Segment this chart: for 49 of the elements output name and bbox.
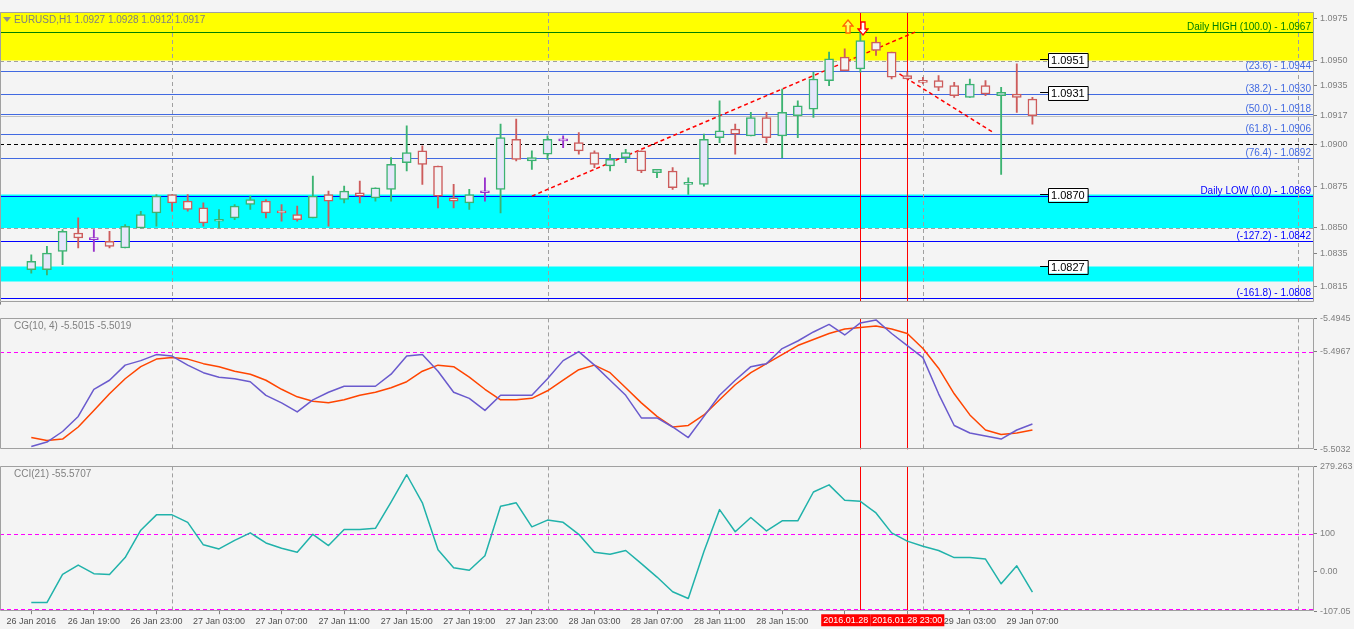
y-tick-label: 1.0850 <box>1320 222 1348 233</box>
x-tick-label: 27 Jan 15:00 <box>380 616 433 627</box>
chart-title: CCI(21) -55.5707 <box>14 468 92 480</box>
x-tick-label: 27 Jan 07:00 <box>255 616 308 627</box>
x-tick-label: 27 Jan 11:00 <box>318 616 370 627</box>
y-tick-label: 1.0935 <box>1320 80 1348 91</box>
x-tick-label: 28 Jan 15:00 <box>756 616 809 627</box>
annotation: 1.0931 <box>1051 86 1085 99</box>
annotation: (38.2) - 1.0930 <box>1245 83 1312 95</box>
ref-line-label: Daily LOW (0.0) - 1.0869 <box>1200 185 1312 197</box>
chart-title: CG(10, 4) -5.5015 -5.5019 <box>14 320 132 332</box>
annotation: (50.0) - 1.0918 <box>1245 103 1312 115</box>
y-tick-label: 1.0975 <box>1320 13 1348 24</box>
x-tick-label: 27 Jan 19:00 <box>443 616 496 627</box>
y-tick-label: 1.0917 <box>1320 110 1348 121</box>
y-tick-label: 1.0875 <box>1320 180 1348 191</box>
annotation: (-161.8) - 1.0808 <box>1236 287 1312 299</box>
y-tick-label: -5.4945 <box>1320 312 1351 323</box>
y-tick-label: 1.0950 <box>1320 55 1348 66</box>
y-tick-label: -5.5032 <box>1320 444 1351 455</box>
y-tick-label: 1.0900 <box>1320 138 1348 149</box>
x-tick-label: 27 Jan 23:00 <box>505 616 558 627</box>
annotation: 1.0827 <box>1051 260 1085 273</box>
x-tick-label: 29 Jan 07:00 <box>1006 616 1059 627</box>
x-tick-label: 28 Jan 07:00 <box>630 616 684 627</box>
y-tick-label: 100 <box>1320 528 1336 539</box>
annotation: (61.8) - 1.0906 <box>1245 123 1312 135</box>
ref-line-label: 2016.01.28 <box>823 615 869 626</box>
y-tick-label: 1.0815 <box>1320 281 1348 292</box>
chart-title: EURUSD,H1 1.0927 1.0928 1.0912 1.0917 <box>14 13 206 25</box>
x-tick-label: 26 Jan 2016 <box>6 616 57 627</box>
x-tick-label: 26 Jan 23:00 <box>130 616 183 627</box>
y-tick-label: 279.263 <box>1320 460 1353 471</box>
ref-line-label: 2016.01.28 23:00 <box>872 615 943 626</box>
annotation: (76.4) - 1.0892 <box>1245 146 1312 158</box>
annotation: (-127.2) - 1.0842 <box>1236 230 1312 242</box>
x-tick-label: 28 Jan 11:00 <box>693 616 746 627</box>
x-tick-label: 26 Jan 19:00 <box>67 616 120 627</box>
y-tick-label: -107.05 <box>1320 605 1351 616</box>
ref-line-label: Daily HIGH (100.0) - 1.0967 <box>1187 21 1312 33</box>
x-tick-label: 28 Jan 03:00 <box>568 616 621 627</box>
x-tick-label: 29 Jan 03:00 <box>943 616 996 627</box>
y-tick-label: 1.0835 <box>1320 247 1348 258</box>
annotation: (23.6) - 1.0944 <box>1245 59 1312 71</box>
annotation: 1.0870 <box>1051 188 1085 201</box>
x-tick-label: 27 Jan 03:00 <box>192 616 246 627</box>
annotation: 1.0951 <box>1051 53 1085 66</box>
y-tick-label: 0.00 <box>1320 565 1338 576</box>
y-tick-label: -5.4967 <box>1320 346 1351 357</box>
